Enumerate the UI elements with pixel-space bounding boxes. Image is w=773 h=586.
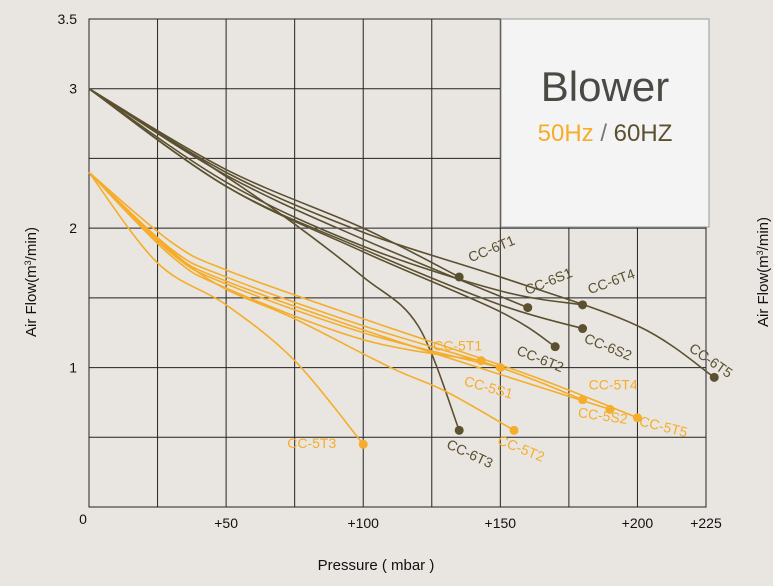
y-axis-title-left-sup: 3 bbox=[23, 260, 33, 265]
legend-60hz: 60HZ bbox=[614, 120, 673, 147]
endpoint-cc-5t2 bbox=[509, 425, 519, 435]
legend-subtitle: 50Hz / 60HZ bbox=[538, 120, 673, 147]
y-axis-title-right-sup: 3 bbox=[755, 250, 765, 255]
grid bbox=[88, 18, 707, 508]
x-tick-label: +100 bbox=[347, 515, 379, 531]
series-line-cc-6t5 bbox=[88, 88, 715, 378]
y-tick-label: 3 bbox=[69, 81, 77, 97]
endpoint-cc-6t2 bbox=[550, 342, 560, 352]
series bbox=[88, 88, 719, 449]
legend-sep: / bbox=[594, 120, 614, 147]
endpoint-cc-6t5 bbox=[709, 372, 719, 382]
y-tick-label: 2 bbox=[69, 220, 77, 236]
series-line-cc-6t4 bbox=[88, 88, 583, 306]
series-line-cc-6t1 bbox=[88, 88, 460, 278]
series-label-cc-5t4: CC-5T4 bbox=[589, 376, 638, 392]
endpoint-cc-6t3 bbox=[454, 425, 464, 435]
series-label-cc-5t3: CC-5T3 bbox=[287, 435, 336, 451]
series-line-cc-5s2 bbox=[88, 171, 611, 411]
y-tick-label: 1 bbox=[69, 360, 77, 376]
series-line-cc-5t5 bbox=[88, 171, 638, 419]
series-label-cc-6t3: CC-6T3 bbox=[444, 436, 495, 471]
y-axis-title-left: Air Flow(m3/min) bbox=[23, 227, 40, 337]
y-axis-title-right: Air Flow(m3/min) bbox=[755, 217, 772, 327]
x-axis-title: Pressure ( mbar ) bbox=[318, 557, 435, 574]
series-line-cc-6t3 bbox=[88, 88, 460, 431]
y-axis-title-right-prefix: Air Flow(m bbox=[755, 255, 772, 327]
series-line-cc-5t2 bbox=[88, 171, 515, 432]
series-line-cc-5t3 bbox=[88, 171, 364, 445]
legend-box bbox=[500, 18, 710, 228]
series-line-cc-5t1 bbox=[88, 171, 482, 362]
endpoint-cc-5t3 bbox=[358, 439, 368, 449]
y-axis-title-right-suffix: /min) bbox=[755, 217, 772, 250]
series-label-cc-5s2: CC-5S2 bbox=[577, 404, 629, 427]
series-line-cc-6t2 bbox=[88, 88, 556, 348]
endpoint-cc-5t5 bbox=[632, 413, 642, 423]
x-tick-label: +150 bbox=[485, 515, 517, 531]
x-tick-label: 0 bbox=[79, 511, 87, 527]
series-label-cc-5t1: CC-5T1 bbox=[433, 337, 482, 353]
y-axis-title-left-prefix: Air Flow(m bbox=[23, 265, 40, 337]
series-label-cc-5t2: CC-5T2 bbox=[496, 432, 548, 465]
x-tick-label: +225 bbox=[690, 515, 722, 531]
series-label-cc-6t1: CC-6T1 bbox=[466, 232, 518, 265]
series-label-cc-6s2: CC-6S2 bbox=[582, 330, 634, 364]
legend-title: Blower bbox=[541, 63, 669, 110]
series-label-cc-5t5: CC-5T5 bbox=[638, 413, 690, 440]
endpoint-cc-6s1 bbox=[523, 303, 533, 313]
x-tick-label: +50 bbox=[214, 515, 238, 531]
endpoint-cc-6s2 bbox=[578, 324, 588, 334]
legend: Blower 50Hz / 60HZ bbox=[500, 18, 710, 228]
y-axis-title-left-suffix: /min) bbox=[23, 227, 40, 260]
y-tick-label: 3.5 bbox=[58, 11, 78, 27]
series-label-cc-6t4: CC-6T4 bbox=[585, 265, 637, 297]
x-tick-label: +200 bbox=[622, 515, 654, 531]
legend-50hz: 50Hz bbox=[538, 120, 594, 147]
tick-labels: 0 +50 +100 +150 +200 +225 1 2 3 3.5 bbox=[58, 11, 722, 531]
